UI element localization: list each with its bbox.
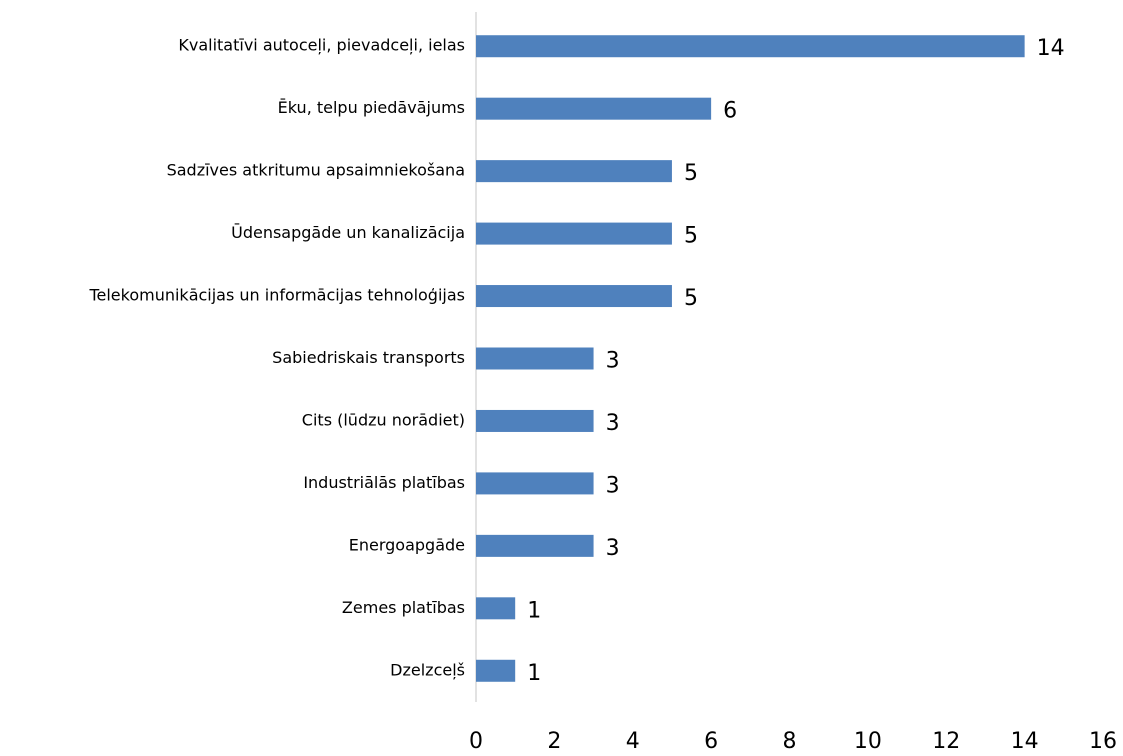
- bar: [476, 160, 672, 183]
- x-tick-label: 14: [1011, 729, 1039, 754]
- x-tick-label: 8: [783, 729, 797, 754]
- y-tick-label: Dzelzceļš: [390, 660, 465, 679]
- x-tick-label: 6: [704, 729, 718, 754]
- data-label: 3: [606, 473, 620, 498]
- y-tick-label: Ūdensapgāde un kanalizācija: [231, 223, 465, 242]
- bar: [476, 597, 516, 620]
- data-label: 3: [606, 411, 620, 436]
- bar: [476, 35, 1025, 58]
- y-tick-label: Energoapgāde: [349, 535, 465, 554]
- y-tick-label: Telekomunikācijas un informācijas tehnol…: [88, 286, 465, 305]
- y-tick-label: Sadzīves atkritumu apsaimniekošana: [167, 161, 465, 180]
- data-label: 1: [527, 598, 541, 623]
- y-tick-label: Sabiedriskais transports: [272, 348, 465, 367]
- x-tick-label: 12: [932, 729, 960, 754]
- bar: [476, 659, 516, 682]
- y-tick-label: Cits (lūdzu norādiet): [302, 410, 465, 429]
- y-tick-label: Zemes platības: [342, 598, 465, 617]
- y-tick-label: Ēku, telpu piedāvājums: [278, 98, 465, 117]
- data-label: 5: [684, 286, 698, 311]
- y-tick-label: Industriālās platības: [303, 473, 465, 492]
- data-label: 5: [684, 224, 698, 249]
- x-tick-label: 2: [547, 729, 561, 754]
- x-tick-label: 16: [1089, 729, 1117, 754]
- bar: [476, 222, 672, 245]
- data-label: 3: [606, 349, 620, 374]
- y-tick-label: Kvalitatīvi autoceļi, pievadceļi, ielas: [178, 36, 465, 55]
- x-tick-label: 0: [469, 729, 483, 754]
- data-label: 1: [527, 661, 541, 686]
- bar: [476, 409, 594, 432]
- data-label: 14: [1037, 36, 1065, 61]
- bar: [476, 97, 712, 120]
- data-label: 6: [723, 99, 737, 124]
- bar: [476, 534, 594, 557]
- data-label: 5: [684, 161, 698, 186]
- x-tick-label: 10: [854, 729, 882, 754]
- data-label: 3: [606, 536, 620, 561]
- bar: [476, 472, 594, 495]
- x-tick-label: 4: [626, 729, 640, 754]
- bar: [476, 285, 672, 308]
- bar: [476, 347, 594, 370]
